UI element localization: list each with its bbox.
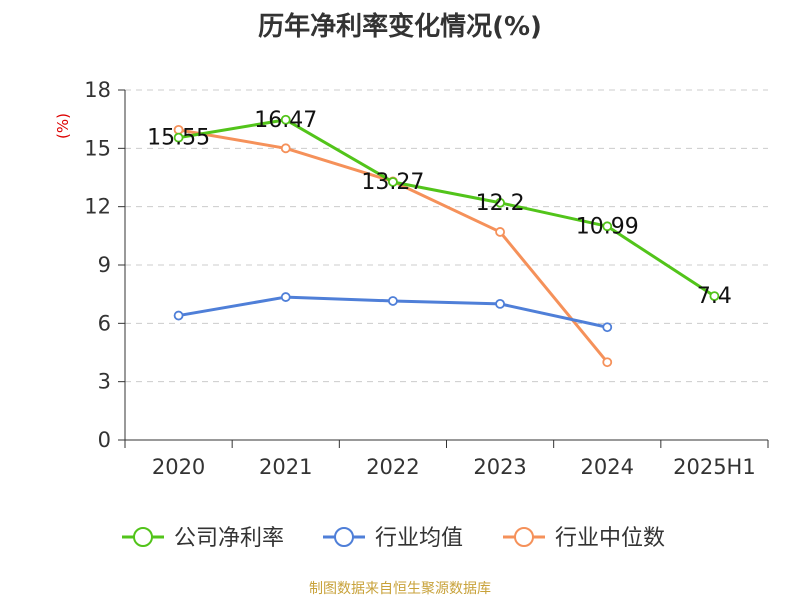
legend: 公司净利率 行业均值 行业中位数 — [122, 526, 665, 551]
data-point — [280, 292, 291, 302]
y-tick-label: 9 — [98, 253, 111, 277]
legend-item: 行业中位数 — [503, 526, 665, 551]
data-label: 15.55 — [147, 126, 210, 151]
y-tick-label: 6 — [98, 311, 111, 335]
x-tick-label: 2020 — [152, 455, 205, 479]
legend-label: 公司净利率 — [174, 526, 284, 551]
data-point — [388, 296, 398, 306]
data-point — [602, 357, 613, 368]
series-line-0 — [177, 118, 716, 298]
x-tick-label: 2023 — [473, 455, 526, 479]
series-line-2 — [177, 128, 609, 364]
data-point — [602, 322, 613, 333]
x-tick-label: 2021 — [259, 455, 312, 479]
data-point — [388, 177, 398, 187]
y-tick-label: 3 — [98, 370, 111, 394]
legend-swatch-marker — [334, 527, 354, 547]
data-point — [602, 221, 613, 232]
data-point — [173, 310, 184, 321]
data-point — [280, 114, 291, 125]
grid-lines — [125, 89, 768, 383]
data-label: 7.4 — [697, 284, 732, 309]
y-tick-label: 15 — [84, 136, 111, 160]
data-label: 10.99 — [576, 214, 639, 239]
x-tick-label: 2022 — [366, 455, 419, 479]
data-label: 12.2 — [476, 191, 525, 216]
y-tick-label: 0 — [98, 428, 111, 452]
y-axis-label: (%) — [54, 113, 72, 139]
legend-label: 行业中位数 — [555, 526, 665, 551]
data-point — [173, 132, 184, 143]
y-tick-label: 12 — [84, 195, 111, 219]
data-source-note: 制图数据来自恒生聚源数据库 — [309, 581, 491, 597]
data-label: 13.27 — [361, 170, 424, 195]
chart-title: 历年净利率变化情况(%) — [258, 12, 542, 42]
series — [173, 114, 720, 368]
axes: 0 3 6 9 12 15 18 2020 2021 2022 2023 2024 2025H1 (%) — [54, 78, 769, 479]
data-point — [495, 227, 505, 237]
legend-item: 公司净利率 — [122, 526, 284, 551]
data-labels: 15.55 16.47 13.27 12.2 10.99 7.4 — [147, 108, 732, 309]
legend-label: 行业均值 — [375, 526, 463, 551]
y-tick-label: 18 — [84, 78, 111, 102]
data-point — [280, 143, 291, 154]
data-label: 16.47 — [254, 108, 317, 133]
legend-item: 行业均值 — [323, 526, 463, 551]
legend-swatch-marker — [514, 527, 534, 547]
x-tick-label: 2024 — [581, 455, 634, 479]
legend-swatch-marker — [133, 527, 153, 547]
data-point — [709, 291, 720, 302]
data-point — [495, 298, 505, 309]
data-point — [495, 197, 505, 208]
x-tick-label: 2025H1 — [673, 455, 756, 479]
